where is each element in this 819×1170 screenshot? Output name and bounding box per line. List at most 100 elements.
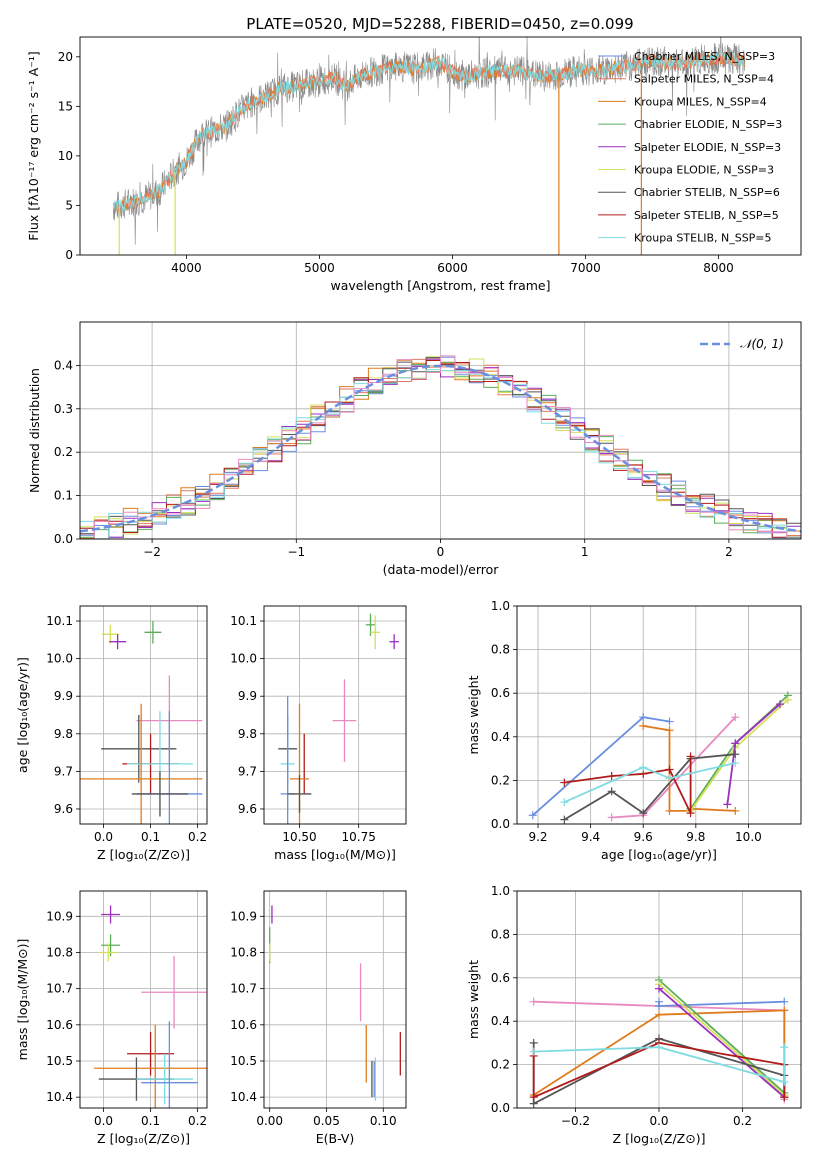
data-point xyxy=(731,758,740,767)
x-axis-label: wavelength [Angstrom, rest frame] xyxy=(330,278,550,293)
legend-label: Salpeter STELIB, N_SSP=5 xyxy=(634,209,779,222)
axes-frame xyxy=(79,321,802,540)
data-point xyxy=(655,1010,663,1019)
x-tick-label: 0.0 xyxy=(94,830,113,844)
data-point xyxy=(780,1077,789,1086)
y-axis-label: mass weight xyxy=(466,960,481,1039)
panel-spectrum: 4000 5000 6000 7000 8000 0 5 10 15 20 wavelength [… xyxy=(26,36,802,293)
data-point xyxy=(607,787,616,796)
y-tick-label: 0.8 xyxy=(491,927,510,941)
y-tick-label: 0.0 xyxy=(54,532,73,546)
legend-label: Kroupa ELODIE, N_SSP=3 xyxy=(634,164,774,177)
data-point xyxy=(560,815,569,824)
x-tick-label: 0.2 xyxy=(188,830,207,844)
legend-label: Chabrier STELIB, N_SSP=6 xyxy=(634,186,780,199)
y-tick-label: 9.6 xyxy=(54,802,73,816)
spectrum-legend: Chabrier MILES, N_SSP=3 Salpeter MILES, N… xyxy=(598,50,782,245)
series-line xyxy=(658,979,785,1094)
x-tick-label: 10.50 xyxy=(282,830,316,844)
x-tick-label: 9.8 xyxy=(686,830,705,844)
y-tick-label: 9.6 xyxy=(238,802,257,816)
data-point xyxy=(529,1047,538,1056)
data-point xyxy=(528,811,537,820)
x-tick-label: 0.2 xyxy=(733,1114,752,1128)
axes-frame xyxy=(263,605,407,825)
legend-label: Chabrier MILES, N_SSP=3 xyxy=(634,50,775,63)
y-tick-label: 9.8 xyxy=(238,727,257,741)
data-point xyxy=(607,813,616,822)
data-point xyxy=(529,1038,538,1047)
x-tick-label: 7000 xyxy=(570,261,601,275)
x-tick-label: 0 xyxy=(437,545,445,559)
x-tick-label: 9.2 xyxy=(528,830,547,844)
x-tick-label: 1 xyxy=(581,545,589,559)
x-tick-label: 9.4 xyxy=(581,830,600,844)
y-tick-label: 10.5 xyxy=(230,1054,257,1068)
y-tick-label: 10.4 xyxy=(46,1090,73,1104)
data-point xyxy=(639,763,648,772)
x-axis-label: (data-model)/error xyxy=(383,562,500,577)
series-line xyxy=(563,762,736,804)
series-line xyxy=(532,716,670,816)
y-tick-label: 0.1 xyxy=(54,489,73,503)
y-tick-label: 10.4 xyxy=(230,1090,257,1104)
x-tick-label: 10.0 xyxy=(735,830,762,844)
y-tick-label: 0.8 xyxy=(491,643,510,657)
data-point xyxy=(665,774,674,783)
series-line xyxy=(658,987,785,1098)
y-tick-label: 10.0 xyxy=(46,652,73,666)
y-tick-label: 10.7 xyxy=(230,982,257,996)
legend-label: Salpeter ELODIE, N_SSP=3 xyxy=(634,141,781,154)
gaussian-curve xyxy=(80,364,801,533)
y-tick-label: 10.0 xyxy=(230,652,257,666)
y-axis-label: Flux [fλ10⁻¹⁷ erg cm⁻² s⁻¹ A⁻¹] xyxy=(26,51,41,240)
y-tick-label: 0 xyxy=(65,248,73,262)
y-tick-label: 0.4 xyxy=(491,1014,510,1028)
y-axis-label: mass [log₁₀(M/M⊙)] xyxy=(15,939,30,1061)
series-line xyxy=(533,1046,786,1084)
panel-age_vs_mass: 10.50 10.75 9.6 9.7 9.8 9.9 10.0 10.1 mass [log₁… xyxy=(230,605,407,862)
axes-frame xyxy=(79,605,208,825)
series-line xyxy=(564,756,692,814)
y-tick-label: 10.5 xyxy=(46,1054,73,1068)
data-point xyxy=(780,1043,789,1052)
y-tick-label: 9.9 xyxy=(54,689,73,703)
data-point xyxy=(607,772,616,781)
x-tick-label: 8000 xyxy=(703,261,734,275)
y-tick-label: 1.0 xyxy=(491,599,510,613)
data-point xyxy=(723,800,732,809)
y-tick-label: 10.7 xyxy=(46,982,73,996)
panel-age_vs_Z: 0.0 0.1 0.2 9.6 9.7 9.8 9.9 10.0 10.1 Z [log₁₀(Z/… xyxy=(15,605,208,862)
y-tick-label: 9.7 xyxy=(54,764,73,778)
histogram-step xyxy=(80,355,801,539)
legend-label: Salpeter MILES, N_SSP=4 xyxy=(634,73,774,86)
x-tick-label: 0.0 xyxy=(649,1114,668,1128)
y-tick-label: 10.1 xyxy=(46,614,73,628)
y-axis-label: age [log₁₀(age/yr)] xyxy=(15,657,30,773)
legend-label: Chabrier ELODIE, N_SSP=3 xyxy=(634,118,782,131)
y-tick-label: 9.9 xyxy=(238,689,257,703)
x-axis-label: Z [log₁₀(Z/Z⊙)] xyxy=(97,1131,190,1146)
data-point xyxy=(665,726,674,735)
y-tick-label: 0.2 xyxy=(54,445,73,459)
y-tick-label: 10.9 xyxy=(230,909,257,923)
panel-mass_weight_vs_age: 9.2 9.4 9.6 9.8 10.0 0.0 0.2 0.4 0.6 0.8 1.0 age [l… xyxy=(466,599,802,862)
y-tick-label: 10 xyxy=(58,149,73,163)
panel-mass_weight_vs_Z: −0.2 0.0 0.2 0.0 0.2 0.4 0.6 0.8 1.0 Z [log₁₀(Z/Z… xyxy=(466,884,802,1146)
y-tick-label: 1.0 xyxy=(491,884,510,898)
series-line xyxy=(658,983,785,1096)
y-axis-label: Normed distribution xyxy=(27,368,42,493)
panel-mass_vs_Z: 0.0 0.1 0.2 10.4 10.5 10.6 10.7 10.8 10.9 Z [log₁… xyxy=(15,890,208,1146)
data-point xyxy=(665,765,674,774)
y-tick-label: 0.0 xyxy=(491,817,510,831)
x-tick-label: 6000 xyxy=(437,261,468,275)
data-point xyxy=(655,1002,663,1011)
y-tick-label: 5 xyxy=(65,198,73,212)
figure-title: PLATE=0520, MJD=52288, FIBERID=0450, z=0… xyxy=(246,15,633,33)
y-tick-label: 10.6 xyxy=(230,1018,257,1032)
y-tick-label: 0.3 xyxy=(54,402,73,416)
y-tick-label: 10.8 xyxy=(46,945,73,959)
axes-frame xyxy=(79,890,208,1109)
x-tick-label: 0.05 xyxy=(313,1114,340,1128)
x-tick-label: −2 xyxy=(143,545,161,559)
